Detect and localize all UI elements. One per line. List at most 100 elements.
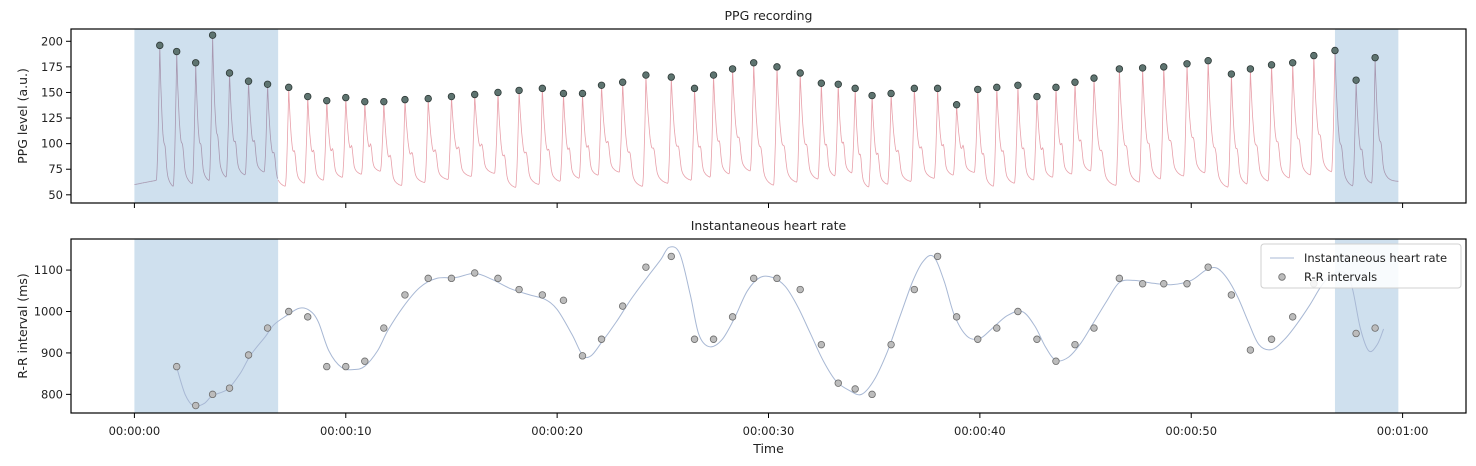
shaded-region-0	[134, 29, 279, 203]
rr-interval-marker	[380, 324, 388, 332]
legend-box	[1260, 243, 1462, 289]
hr-y-axis-label: R-R interval (ms)	[15, 273, 30, 378]
ppg-peak-marker	[773, 63, 781, 71]
ppg-peak-marker	[342, 93, 350, 102]
ppg-peak-marker	[796, 69, 804, 77]
ppg-peak-marker	[1090, 74, 1098, 82]
ppg-peak-marker	[993, 83, 1001, 92]
ppg-peak-marker	[851, 84, 859, 93]
ppg-peak-marker	[494, 88, 502, 97]
rr-interval-marker	[1090, 324, 1098, 332]
rr-interval-marker	[933, 252, 942, 261]
ppg-signal	[134, 35, 1399, 188]
ppg-peak-marker	[597, 81, 606, 89]
ppg-line-segment-0	[134, 35, 278, 187]
rr-interval-marker	[244, 351, 253, 359]
rr-interval-marker	[1288, 313, 1297, 321]
rr-interval-marker	[834, 379, 842, 387]
rr-interval-marker	[1267, 335, 1276, 343]
y-tick-label: 1100	[34, 263, 63, 277]
ppg-peak-marker	[538, 84, 547, 93]
rr-interval-marker	[750, 274, 758, 283]
rr-interval-marker	[773, 274, 781, 283]
rr-interval-marker	[263, 324, 272, 332]
rr-interval-marker	[401, 291, 409, 299]
x-tick-label: 00:00:00	[109, 424, 161, 438]
rr-interval-markers	[172, 252, 1379, 410]
ppg-peak-marker	[1183, 60, 1191, 68]
ppg-y-ticks: 50 75 100 125 150 175 200	[41, 34, 71, 202]
y-tick-label: 150	[41, 85, 63, 99]
ppg-peak-marker	[817, 79, 826, 87]
rr-interval-marker	[538, 291, 547, 299]
rr-interval-marker	[578, 352, 587, 360]
hr-axes-frame	[70, 238, 1467, 414]
y-tick-label: 50	[48, 188, 63, 202]
ppg-peak-marker	[728, 65, 737, 73]
ppg-peak-marker	[304, 92, 312, 101]
ppg-peak-marker	[380, 97, 388, 106]
rr-interval-marker	[225, 384, 234, 392]
ppg-x-ticks	[133, 203, 1404, 208]
ppg-peak-marker	[244, 77, 253, 85]
rr-interval-marker	[993, 324, 1001, 332]
rr-interval-marker	[471, 269, 479, 277]
ppg-peak-marker	[1331, 46, 1339, 55]
rr-interval-marker	[172, 362, 181, 371]
rr-interval-marker	[1115, 274, 1124, 283]
ppg-peak-marker	[1204, 57, 1212, 65]
rr-interval-marker	[1227, 291, 1236, 299]
ppg-peak-marker	[933, 84, 942, 93]
y-tick-label: 200	[41, 34, 63, 48]
rr-interval-marker	[667, 252, 675, 261]
legend-marker-swatch	[1278, 273, 1286, 281]
rr-interval-marker	[728, 313, 737, 321]
ppg-axes-frame	[70, 28, 1467, 204]
ppg-peak-marker	[172, 47, 181, 56]
ppg-title: PPG recording	[725, 8, 813, 23]
rr-interval-marker	[285, 307, 293, 316]
rr-interval-marker	[910, 285, 919, 294]
ppg-peak-markers	[156, 31, 1379, 109]
ppg-peak-marker	[1014, 81, 1022, 89]
ppg-peak-marker	[1033, 92, 1041, 101]
hr-x-axis-label: Time	[752, 441, 784, 456]
ppg-peak-marker	[361, 97, 369, 106]
rr-interval-marker	[1246, 346, 1255, 354]
ppg-peak-marker	[1115, 65, 1124, 73]
ppg-line-segment-1	[277, 50, 1336, 188]
ppg-peak-marker	[401, 95, 409, 104]
ppg-peak-marker	[709, 71, 718, 79]
rr-interval-marker	[709, 335, 718, 343]
rr-interval-marker	[304, 313, 312, 321]
x-tick-label: 00:00:20	[531, 424, 583, 438]
x-tick-label: 00:01:00	[1377, 424, 1429, 438]
rr-interval-marker	[192, 401, 200, 410]
ppg-y-axis-label: PPG level (a.u.)	[15, 68, 30, 164]
legend: Instantaneous heart rate R-R intervals	[1260, 243, 1462, 289]
ppg-peak-marker	[1052, 83, 1060, 92]
rr-interval-marker	[1138, 280, 1147, 288]
rr-interval-marker	[1204, 263, 1212, 271]
rr-interval-marker	[952, 313, 961, 321]
hr-line	[176, 246, 1385, 407]
x-tick-label: 00:00:10	[320, 424, 372, 438]
rr-interval-marker	[868, 390, 876, 399]
ppg-peak-marker	[1138, 64, 1147, 72]
y-tick-label: 125	[41, 111, 63, 125]
ppg-peak-marker	[1288, 59, 1297, 67]
legend-label-heart-rate: Instantaneous heart rate	[1304, 251, 1447, 265]
ppg-peak-marker	[910, 84, 919, 93]
ppg-peak-marker	[208, 31, 217, 39]
rr-interval-marker	[1160, 280, 1168, 288]
x-tick-label: 00:00:30	[743, 424, 795, 438]
hr-y-ticks: 800 900 1000 1100	[34, 263, 71, 401]
legend-label-rr-intervals: R-R intervals	[1304, 270, 1377, 284]
ppg-peak-marker	[471, 90, 479, 99]
rr-interval-marker	[361, 357, 369, 365]
ppg-peak-marker	[1310, 51, 1318, 60]
rr-interval-marker	[851, 385, 859, 393]
rr-interval-marker	[342, 362, 350, 371]
